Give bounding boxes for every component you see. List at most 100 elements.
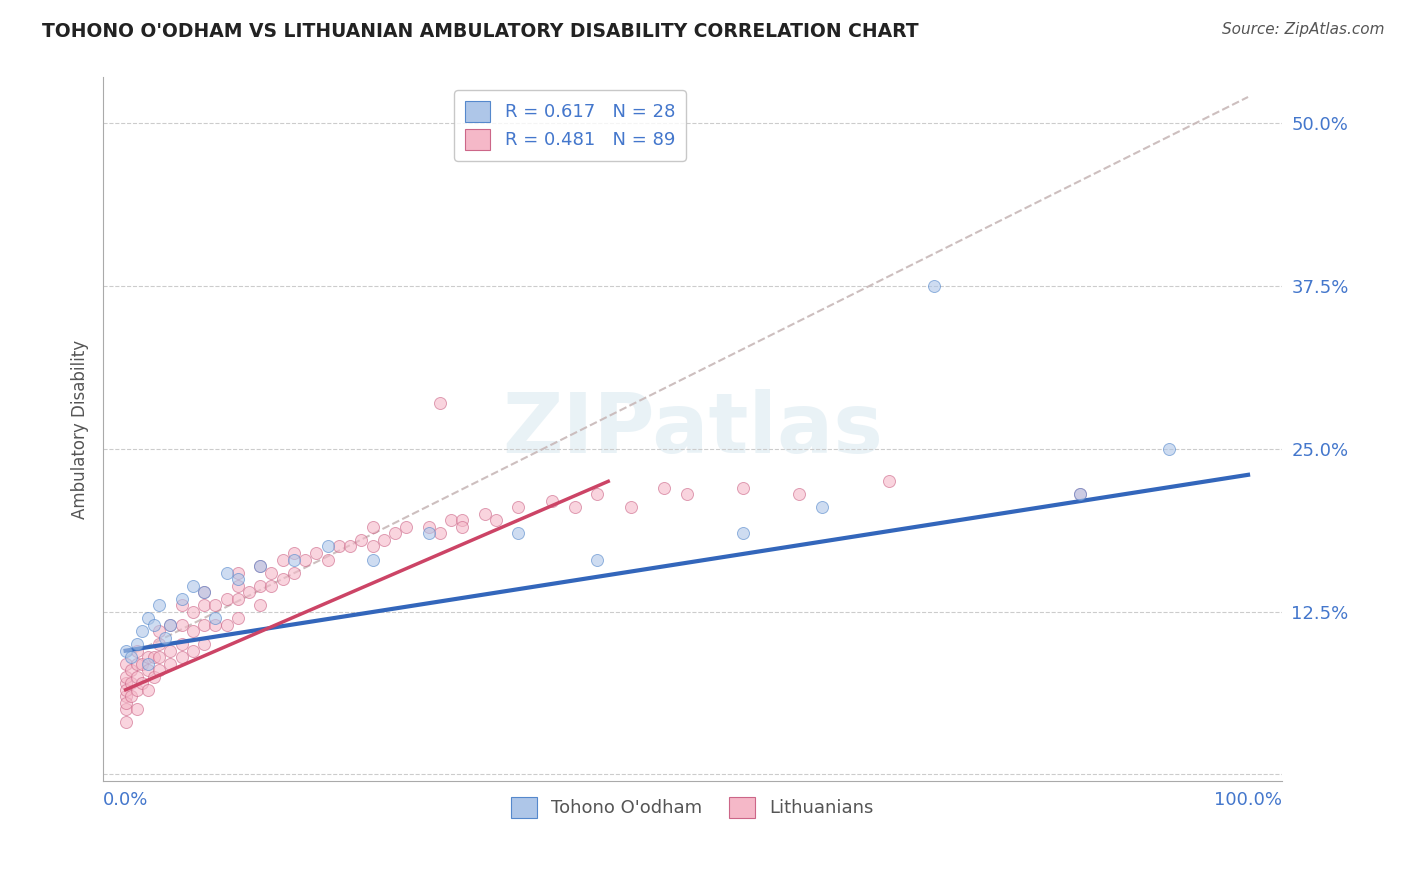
Point [271, 552, 294, 566]
Point [125, 657, 148, 671]
Point [922, 279, 945, 293]
Point [429, 396, 451, 410]
Point [148, 624, 170, 639]
Point [451, 513, 474, 527]
Point [114, 715, 136, 730]
Point [418, 520, 440, 534]
Point [181, 624, 204, 639]
Point [131, 624, 153, 639]
Point [418, 526, 440, 541]
Point [193, 598, 215, 612]
Point [1159, 442, 1181, 456]
Point [586, 487, 609, 501]
Point [114, 676, 136, 690]
Point [226, 566, 249, 580]
Point [508, 526, 530, 541]
Point [283, 566, 305, 580]
Point [181, 578, 204, 592]
Text: TOHONO O'ODHAM VS LITHUANIAN AMBULATORY DISABILITY CORRELATION CHART: TOHONO O'ODHAM VS LITHUANIAN AMBULATORY … [42, 22, 918, 41]
Y-axis label: Ambulatory Disability: Ambulatory Disability [72, 340, 89, 519]
Point [260, 578, 283, 592]
Point [877, 475, 900, 489]
Point [654, 481, 676, 495]
Point [215, 566, 238, 580]
Point [226, 591, 249, 606]
Point [215, 591, 238, 606]
Point [114, 643, 136, 657]
Point [148, 650, 170, 665]
Text: ZIPatlas: ZIPatlas [502, 389, 883, 470]
Point [148, 598, 170, 612]
Text: Source: ZipAtlas.com: Source: ZipAtlas.com [1222, 22, 1385, 37]
Point [731, 481, 754, 495]
Point [226, 611, 249, 625]
Point [283, 546, 305, 560]
Point [125, 702, 148, 716]
Point [260, 566, 283, 580]
Point [508, 500, 530, 515]
Point [283, 552, 305, 566]
Point [204, 598, 226, 612]
Point [328, 540, 350, 554]
Point [204, 617, 226, 632]
Point [120, 663, 142, 677]
Point [125, 637, 148, 651]
Point [148, 637, 170, 651]
Point [193, 585, 215, 599]
Point [586, 552, 609, 566]
Point [305, 546, 328, 560]
Point [136, 611, 159, 625]
Point [249, 598, 271, 612]
Point [170, 617, 193, 632]
Point [114, 696, 136, 710]
Point [787, 487, 810, 501]
Point [485, 513, 508, 527]
Point [361, 552, 384, 566]
Point [249, 578, 271, 592]
Point [136, 657, 159, 671]
Point [125, 670, 148, 684]
Point [193, 585, 215, 599]
Point [142, 670, 165, 684]
Point [159, 657, 181, 671]
Point [271, 572, 294, 586]
Point [238, 585, 260, 599]
Point [136, 682, 159, 697]
Point [440, 513, 463, 527]
Point [316, 552, 339, 566]
Point [114, 682, 136, 697]
Point [114, 702, 136, 716]
Point [159, 643, 181, 657]
Point [170, 598, 193, 612]
Legend: Tohono O'odham, Lithuanians: Tohono O'odham, Lithuanians [505, 789, 880, 825]
Point [249, 559, 271, 574]
Point [142, 617, 165, 632]
Point [120, 650, 142, 665]
Point [114, 690, 136, 704]
Point [226, 572, 249, 586]
Point [181, 643, 204, 657]
Point [294, 552, 316, 566]
Point [384, 526, 406, 541]
Point [564, 500, 586, 515]
Point [193, 637, 215, 651]
Point [136, 650, 159, 665]
Point [316, 540, 339, 554]
Point [159, 617, 181, 632]
Point [181, 605, 204, 619]
Point [204, 611, 226, 625]
Point [1069, 487, 1091, 501]
Point [125, 682, 148, 697]
Point [148, 663, 170, 677]
Point [731, 526, 754, 541]
Point [451, 520, 474, 534]
Point [361, 540, 384, 554]
Point [395, 520, 418, 534]
Point [249, 559, 271, 574]
Point [170, 637, 193, 651]
Point [474, 507, 496, 521]
Point [159, 617, 181, 632]
Point [170, 591, 193, 606]
Point [120, 676, 142, 690]
Point [142, 650, 165, 665]
